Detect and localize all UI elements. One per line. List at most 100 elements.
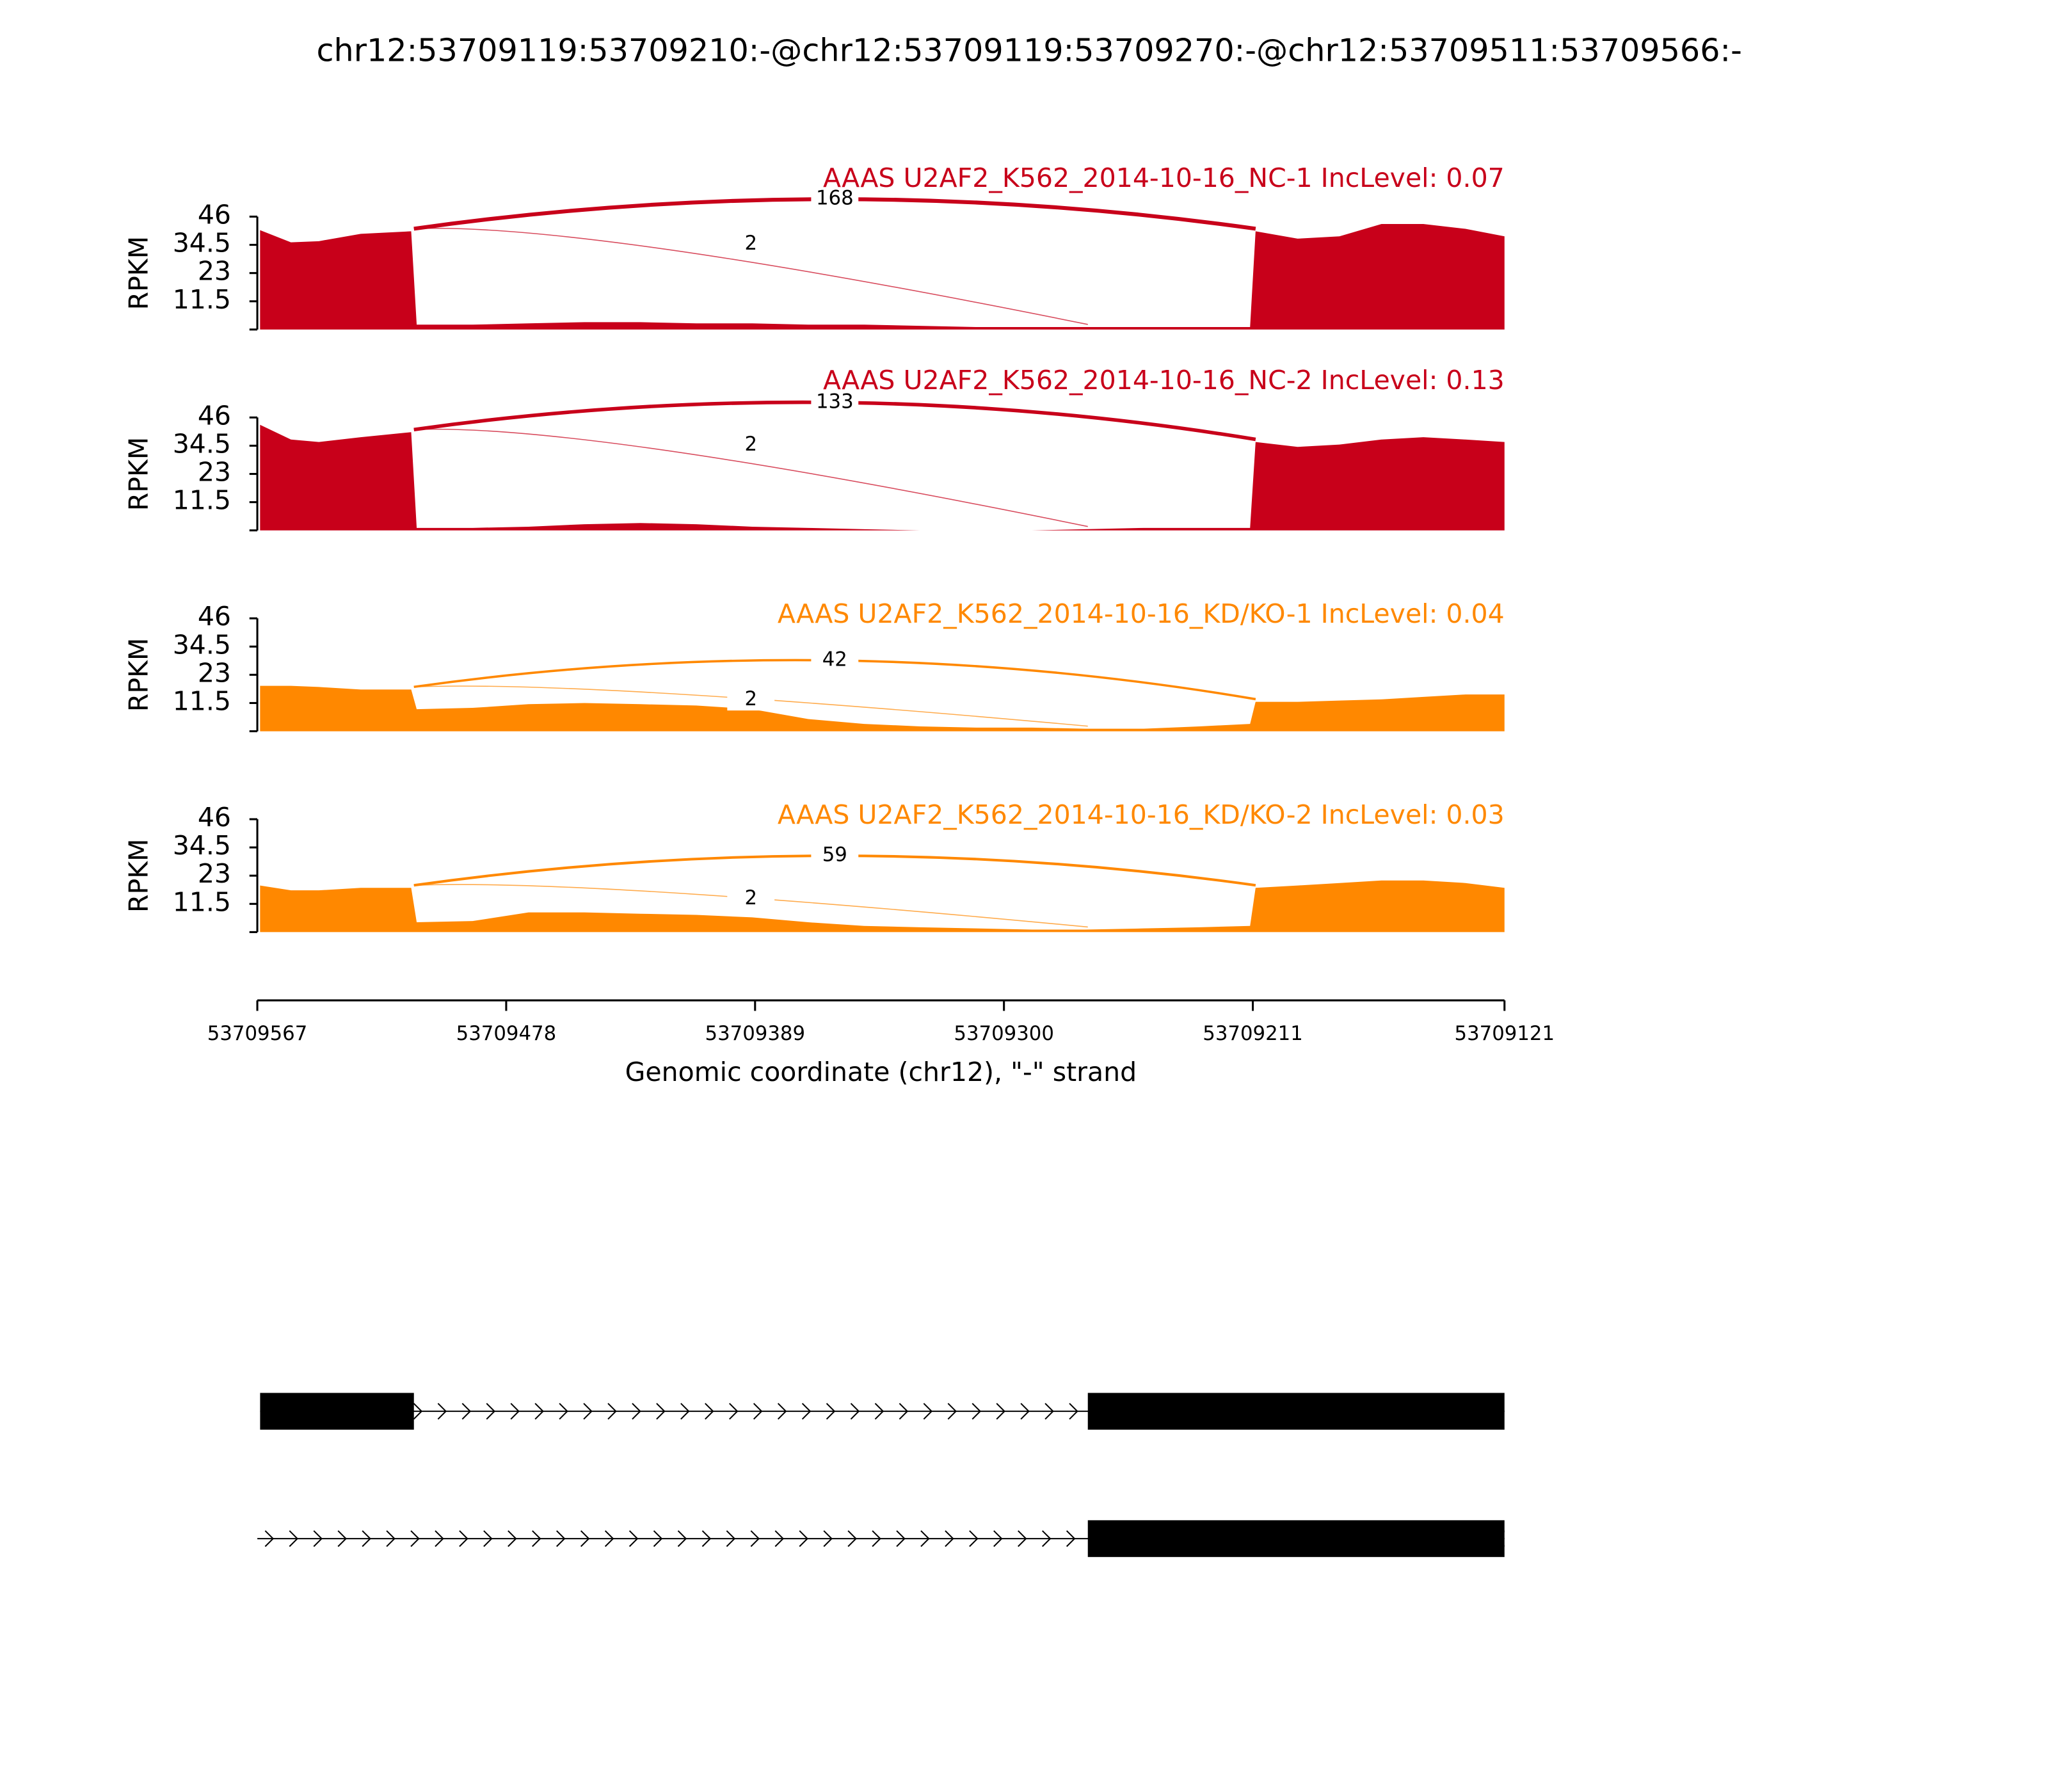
coverage-area bbox=[260, 424, 1505, 531]
y-tick-label: 11.5 bbox=[173, 284, 231, 315]
x-tick-label: 53709389 bbox=[705, 1022, 806, 1045]
y-axis-label: RPKM bbox=[123, 838, 154, 913]
strand-arrow bbox=[799, 1530, 808, 1548]
exon bbox=[1087, 1393, 1505, 1430]
strand-arrow bbox=[1066, 1530, 1076, 1548]
strand-arrow bbox=[362, 1530, 371, 1548]
x-axis-label: Genomic coordinate (chr12), "-" strand bbox=[625, 1057, 1137, 1087]
strand-arrow bbox=[1018, 1530, 1027, 1548]
junction-label: 2 bbox=[744, 433, 757, 456]
junction-label: 2 bbox=[744, 886, 757, 909]
coverage-area bbox=[260, 685, 1505, 732]
strand-arrow bbox=[607, 1403, 617, 1420]
strand-arrow bbox=[677, 1530, 687, 1548]
strand-arrow bbox=[753, 1403, 763, 1420]
y-tick-label: 11.5 bbox=[173, 685, 231, 716]
strand-arrow bbox=[874, 1403, 884, 1420]
strand-arrow bbox=[410, 1530, 420, 1548]
coverage-area bbox=[260, 880, 1505, 932]
y-axis-label: RPKM bbox=[123, 437, 154, 511]
junction-label-bg bbox=[727, 434, 775, 456]
strand-arrow bbox=[826, 1403, 836, 1420]
y-tick-label: 46 bbox=[198, 400, 231, 431]
x-tick-label: 53709567 bbox=[207, 1022, 308, 1045]
strand-arrow bbox=[461, 1403, 472, 1420]
strand-arrow bbox=[653, 1530, 663, 1548]
x-tick-label: 53709121 bbox=[1455, 1022, 1555, 1045]
strand-arrow bbox=[993, 1530, 1003, 1548]
y-tick-label: 46 bbox=[198, 601, 231, 632]
strand-arrow bbox=[1503, 1530, 1505, 1548]
junction-label: 133 bbox=[816, 390, 854, 413]
track-title: AAAS U2AF2_K562_2014-10-16_NC-1 IncLevel… bbox=[823, 163, 1505, 193]
y-tick-label: 23 bbox=[198, 457, 231, 488]
strand-arrow bbox=[486, 1403, 496, 1420]
strand-arrow bbox=[680, 1403, 690, 1420]
junction-label-bg bbox=[727, 234, 775, 255]
strand-arrow bbox=[969, 1530, 979, 1548]
junction-arc bbox=[413, 428, 1088, 527]
coverage-area bbox=[260, 223, 1505, 330]
strand-arrow bbox=[899, 1403, 909, 1420]
y-tick-label: 23 bbox=[198, 657, 231, 688]
strand-arrow bbox=[750, 1530, 760, 1548]
track-title: AAAS U2AF2_K562_2014-10-16_KD/KO-2 IncLe… bbox=[778, 799, 1505, 830]
junction-label: 59 bbox=[822, 844, 847, 867]
track-title: AAAS U2AF2_K562_2014-10-16_NC-2 IncLevel… bbox=[823, 365, 1505, 396]
strand-arrow bbox=[556, 1530, 566, 1548]
strand-arrow bbox=[437, 1403, 447, 1420]
gene-models bbox=[257, 1393, 1505, 1557]
junction-label: 2 bbox=[744, 687, 757, 710]
strand-arrow bbox=[510, 1403, 520, 1420]
strand-arrow bbox=[580, 1530, 590, 1548]
strand-arrow bbox=[996, 1403, 1005, 1420]
strand-arrow bbox=[729, 1403, 739, 1420]
strand-arrow bbox=[923, 1403, 933, 1420]
strand-arrow bbox=[604, 1530, 614, 1548]
y-tick-label: 11.5 bbox=[173, 886, 231, 917]
strand-arrow bbox=[872, 1530, 881, 1548]
strand-arrow bbox=[313, 1530, 323, 1548]
junction-label: 42 bbox=[822, 648, 847, 671]
strand-arrow bbox=[1020, 1403, 1030, 1420]
junction-label: 168 bbox=[816, 187, 854, 210]
x-tick-label: 53709211 bbox=[1203, 1022, 1303, 1045]
strand-arrow bbox=[701, 1530, 712, 1548]
strand-arrow bbox=[920, 1530, 930, 1548]
exon bbox=[1087, 1520, 1505, 1557]
strand-arrow bbox=[459, 1530, 468, 1548]
track-title: AAAS U2AF2_K562_2014-10-16_KD/KO-1 IncLe… bbox=[778, 598, 1505, 629]
strand-arrow bbox=[386, 1530, 396, 1548]
y-axis-label: RPKM bbox=[123, 236, 154, 310]
strand-arrow bbox=[1044, 1403, 1054, 1420]
strand-arrow bbox=[850, 1403, 860, 1420]
strand-arrow bbox=[435, 1530, 444, 1548]
strand-arrow bbox=[483, 1530, 493, 1548]
y-tick-label: 11.5 bbox=[173, 485, 231, 516]
strand-arrow bbox=[972, 1403, 981, 1420]
junction-arc bbox=[413, 227, 1088, 325]
strand-arrow bbox=[508, 1530, 517, 1548]
junction-label-bg bbox=[811, 650, 859, 671]
strand-arrow bbox=[947, 1403, 957, 1420]
strand-arrow bbox=[801, 1403, 812, 1420]
junction-label-bg bbox=[727, 689, 775, 711]
strand-arrow bbox=[632, 1403, 641, 1420]
y-tick-label: 34.5 bbox=[173, 629, 231, 660]
strand-arrow bbox=[847, 1530, 857, 1548]
strand-arrow bbox=[559, 1403, 568, 1420]
strand-arrow bbox=[896, 1530, 906, 1548]
y-axis-label: RPKM bbox=[123, 638, 154, 712]
y-tick-label: 46 bbox=[198, 199, 231, 230]
strand-arrow bbox=[337, 1530, 347, 1548]
y-tick-label: 34.5 bbox=[173, 428, 231, 459]
strand-arrow bbox=[534, 1403, 544, 1420]
junction-label-bg bbox=[811, 392, 859, 413]
strand-arrow bbox=[945, 1530, 954, 1548]
strand-arrow bbox=[705, 1403, 714, 1420]
strand-arrow bbox=[774, 1530, 785, 1548]
y-tick-label: 46 bbox=[198, 802, 231, 833]
strand-arrow bbox=[1041, 1530, 1052, 1548]
junction-label-bg bbox=[811, 188, 859, 210]
